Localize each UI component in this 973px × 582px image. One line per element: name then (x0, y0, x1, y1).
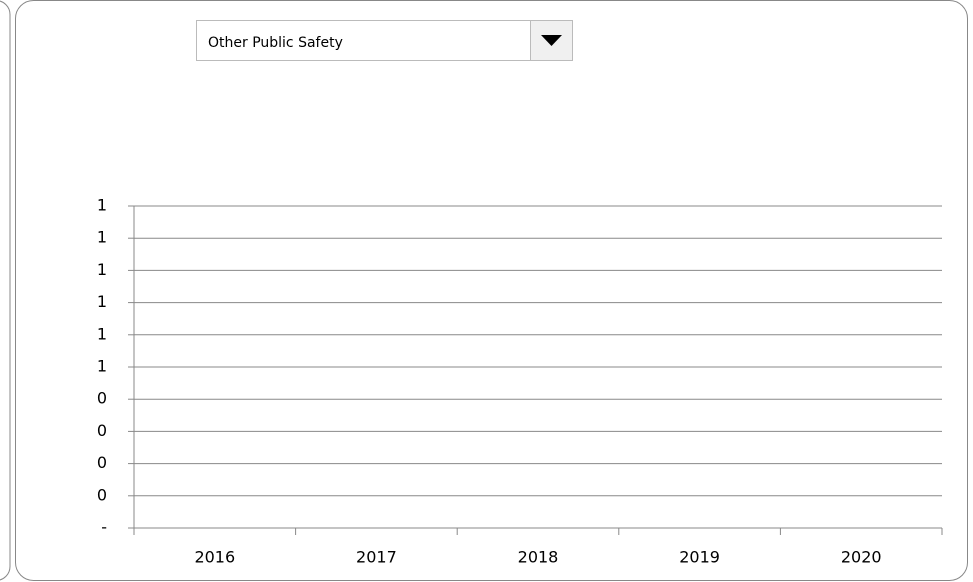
y-tick-label: 1 (97, 228, 107, 247)
dropdown-arrow[interactable] (541, 35, 562, 46)
chart-frame (15, 0, 968, 581)
y-tick-label: 1 (97, 292, 107, 311)
dropdown[interactable]: Other Public Safety (196, 20, 573, 61)
y-tick-label: 0 (97, 389, 107, 408)
x-tick-label: 2018 (518, 548, 559, 567)
x-tick-label: 2019 (679, 548, 720, 567)
y-tick-label: 1 (97, 324, 107, 343)
y-tick-label: 0 (97, 421, 107, 440)
y-tick-label: 1 (97, 196, 107, 215)
left-panel-edge (0, 0, 11, 581)
dropdown-text: Other Public Safety (208, 35, 343, 51)
x-tick-label: 2020 (841, 548, 882, 567)
x-tick-label: 2016 (194, 548, 235, 567)
y-tick-label: 0 (97, 453, 107, 472)
dropdown-box[interactable] (196, 20, 573, 61)
x-tick-label: 2017 (356, 548, 397, 567)
y-tick-label: 1 (97, 260, 107, 279)
y-tick-label: 0 (97, 485, 107, 504)
y-tick-label: 1 (97, 357, 107, 376)
y-tick-label: - (101, 518, 107, 537)
